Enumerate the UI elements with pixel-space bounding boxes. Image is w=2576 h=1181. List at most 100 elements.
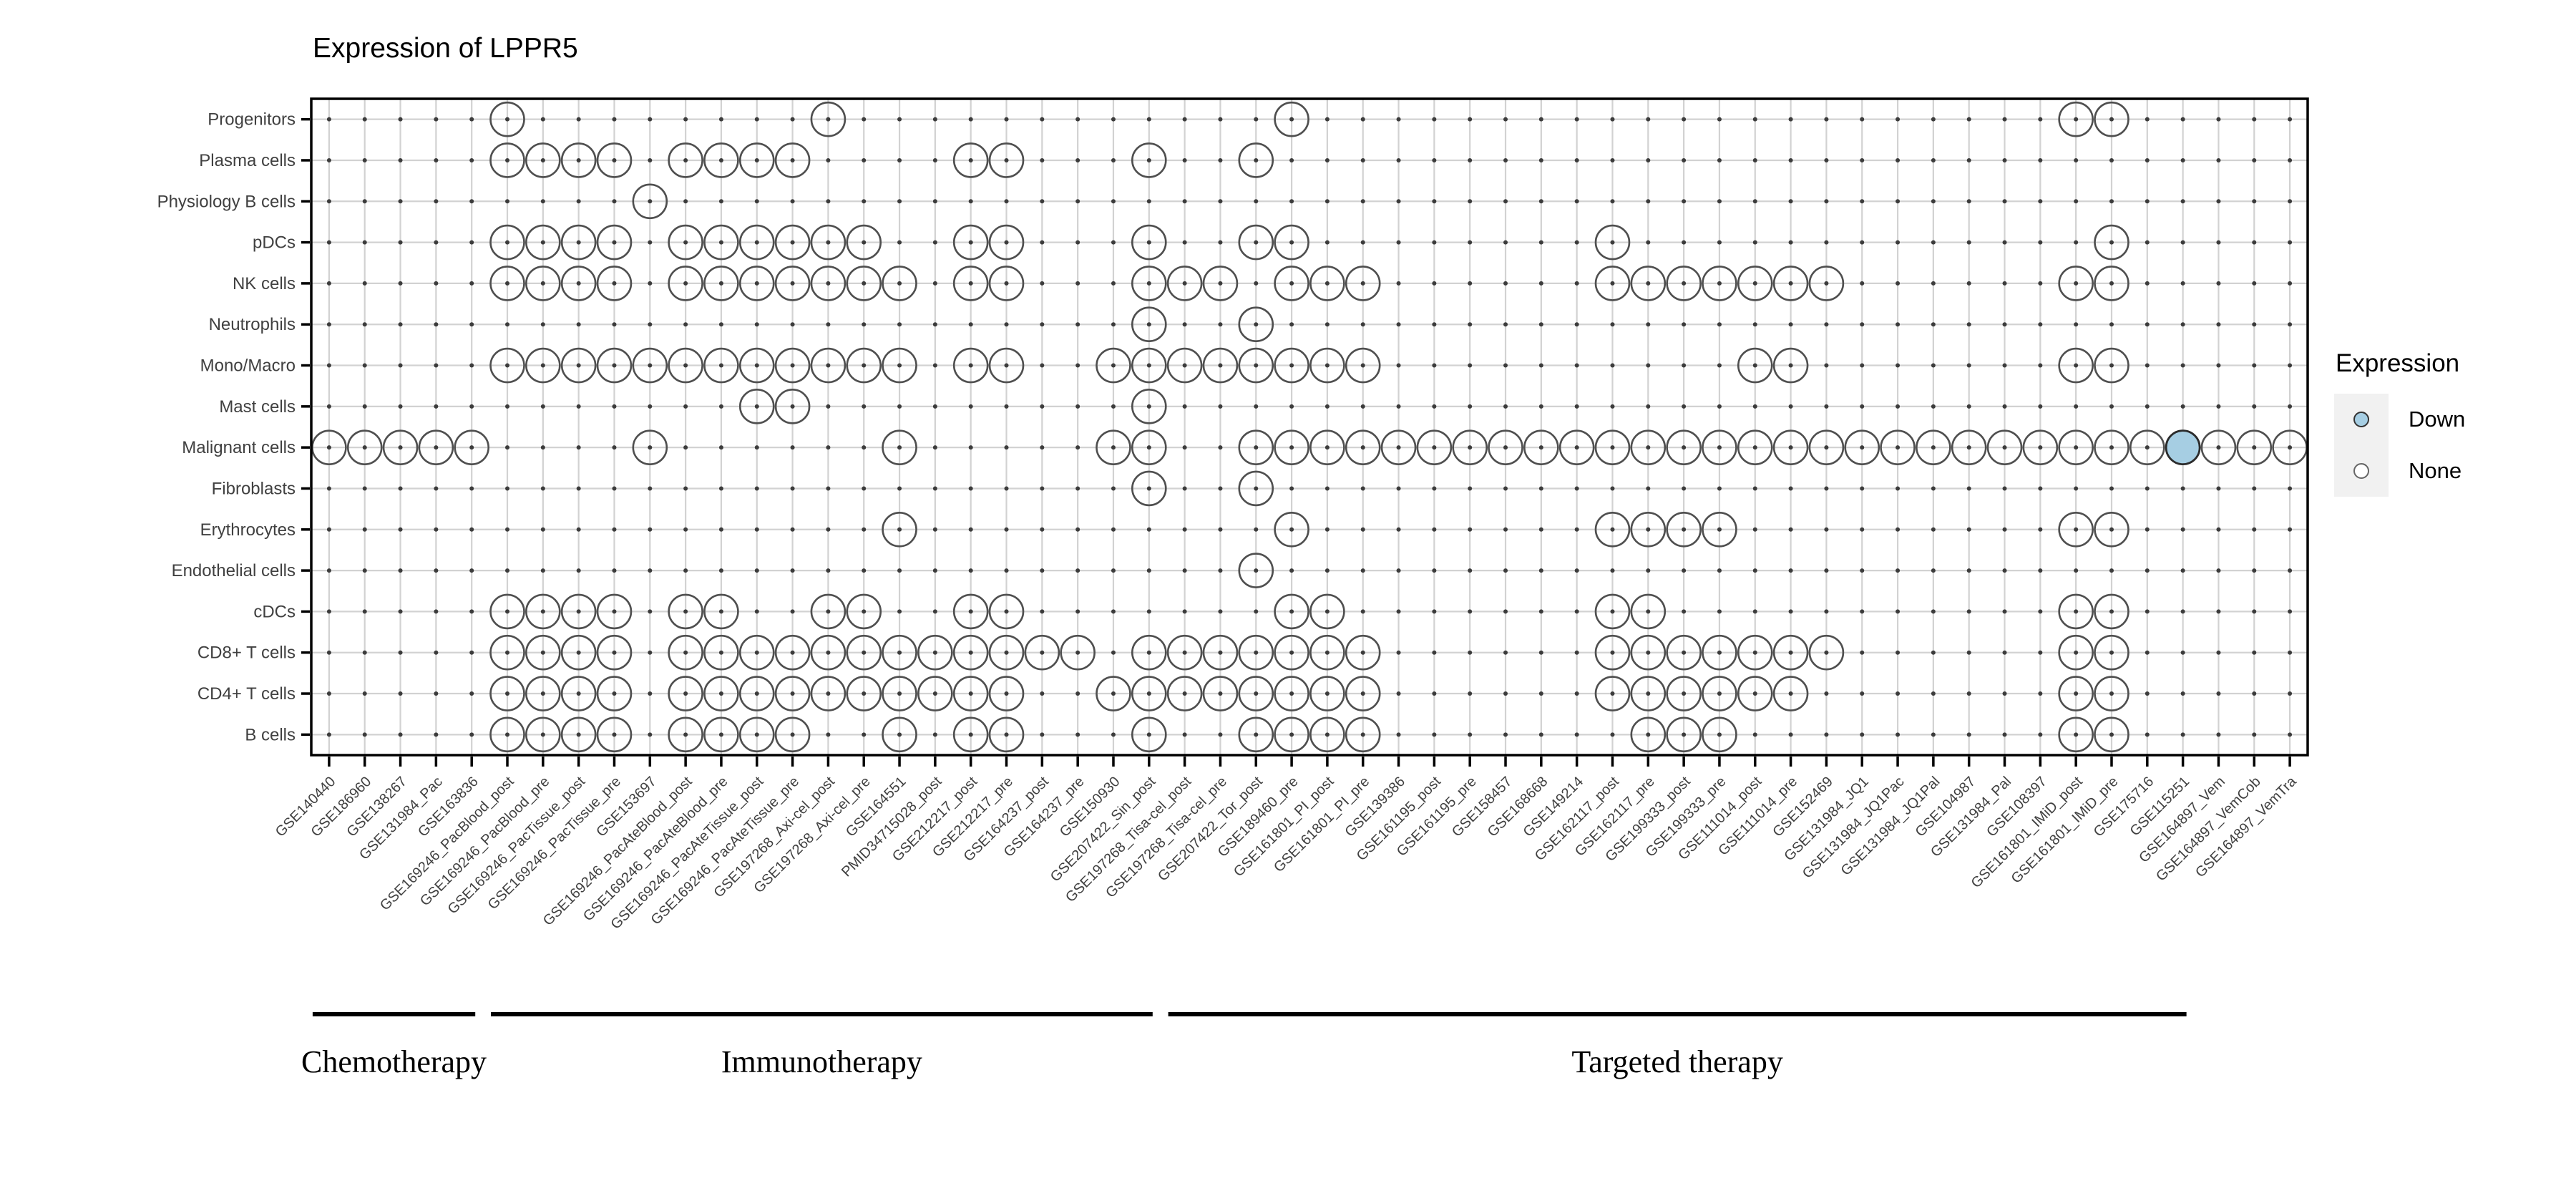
grid-vertical (328, 99, 2291, 755)
expression-dot-none (1666, 266, 1702, 301)
expression-dot-none (1309, 676, 1345, 711)
expression-dot-none (2094, 634, 2129, 671)
expression-dot-none (525, 224, 561, 261)
expression-dot-none (774, 142, 811, 178)
expression-dot-none (596, 716, 633, 753)
y-axis-label: Mono/Macro (200, 356, 296, 376)
expression-dot-none (489, 634, 525, 671)
y-axis-label: cDCs (253, 602, 296, 621)
expression-dot-none (988, 224, 1025, 261)
expression-dot-none (1166, 634, 1203, 671)
expression-dot-none (952, 266, 989, 301)
expression-dot-none (1309, 266, 1345, 301)
expression-dot-none (1986, 429, 2023, 465)
expression-dot-none (525, 142, 561, 178)
none-dot-icon (2353, 463, 2369, 479)
chart-title: Expression of LPPR5 (313, 33, 578, 64)
expression-dot-none (1274, 429, 1309, 465)
expression-dot-none (846, 347, 882, 384)
expression-dot-none (1345, 266, 1381, 301)
expression-dot-none (560, 224, 597, 261)
expression-dot-none (738, 224, 775, 261)
legend-keybox (2334, 445, 2389, 497)
y-axis-label: Plasma cells (199, 151, 296, 170)
expression-dot-none (882, 347, 917, 384)
expression-dot-none (668, 676, 703, 711)
expression-dot-none (1702, 676, 1737, 711)
grid-horizontal (311, 118, 2308, 736)
expression-dot-none (1131, 306, 1167, 343)
expression-dot-none (525, 676, 561, 711)
expression-dot-none (1238, 224, 1274, 261)
y-axis-label: Progenitors (208, 110, 296, 130)
expression-dot-none (1630, 429, 1667, 465)
expression-dot-none (1737, 347, 1773, 384)
expression-dot-none (1630, 716, 1667, 753)
y-axis-label: CD4+ T cells (197, 684, 296, 704)
expression-dot-none (1666, 634, 1702, 671)
expression-dot-none (703, 716, 739, 753)
expression-dot-none (632, 429, 668, 465)
expression-dot-none (738, 676, 775, 711)
expression-dot-none (952, 347, 989, 384)
expression-dot-none (489, 142, 525, 178)
expression-dot-none (2058, 716, 2094, 753)
expression-dot-none (2094, 593, 2129, 630)
expression-dot-none (596, 634, 633, 671)
expression-dot-none (882, 676, 917, 711)
expression-dot-none (703, 266, 739, 301)
expression-dot-none (810, 224, 847, 261)
expression-dot-none (596, 593, 633, 630)
expression-dot-none (988, 142, 1025, 178)
expression-dot-none (988, 716, 1025, 753)
expression-dot-none (846, 266, 882, 301)
expression-dot-none (1808, 634, 1845, 671)
expression-dot-none (988, 266, 1025, 301)
expression-dot-none (738, 716, 775, 753)
y-axis-labels: Progenitors Plasma cells Physiology B cell… (157, 110, 296, 745)
y-axis-label: Malignant cells (182, 438, 296, 457)
expression-dot-none (1772, 429, 1809, 465)
expression-dot-none (2058, 593, 2094, 630)
expression-dot-none (2200, 429, 2237, 465)
expression-dot-none (1416, 429, 1453, 465)
expression-dot-none (774, 266, 811, 301)
expression-dot-none (1345, 676, 1381, 711)
expression-dot-none (2058, 347, 2094, 384)
expression-dot-none (1630, 593, 1667, 630)
expression-dot-none (1131, 347, 1167, 384)
expression-dot-none (2094, 101, 2129, 137)
expression-dot-none (1666, 429, 1702, 465)
expression-dot-none (668, 347, 703, 384)
expression-dot-none (1309, 593, 1345, 630)
expression-dot-none (596, 142, 633, 178)
expression-dot-none (882, 634, 917, 671)
expression-dot-none (1096, 676, 1131, 711)
expression-dot-none (1274, 511, 1309, 548)
expression-dot-none (1558, 429, 1595, 465)
expression-dot-none (1630, 676, 1667, 711)
expression-dot-none (1772, 676, 1809, 711)
expression-dot-none (454, 429, 489, 465)
expression-dot-none (1630, 266, 1667, 301)
expression-dot-none (1202, 634, 1239, 671)
legend-item-down: Down (2334, 394, 2465, 445)
expression-dot-none (738, 266, 775, 301)
expression-dot-none (1238, 347, 1274, 384)
expression-dot-none (1238, 142, 1274, 178)
group-label: Immunotherapy (721, 1044, 922, 1079)
expression-dot-none (1345, 716, 1381, 753)
expression-dot-none (489, 101, 525, 137)
expression-dot-none (1309, 429, 1345, 465)
expression-dot-none (810, 676, 847, 711)
expression-dot-none (2094, 676, 2129, 711)
expression-dot-none (1202, 676, 1239, 711)
expression-dot-none (596, 224, 633, 261)
expression-dot-none (1309, 347, 1345, 384)
expression-dot-none (1594, 511, 1631, 548)
expression-dot-none (1808, 429, 1845, 465)
expression-dot-none (917, 676, 953, 711)
expression-dot-none (1274, 347, 1309, 384)
expression-dot-none (1345, 634, 1381, 671)
expression-dot-none (2094, 347, 2129, 384)
